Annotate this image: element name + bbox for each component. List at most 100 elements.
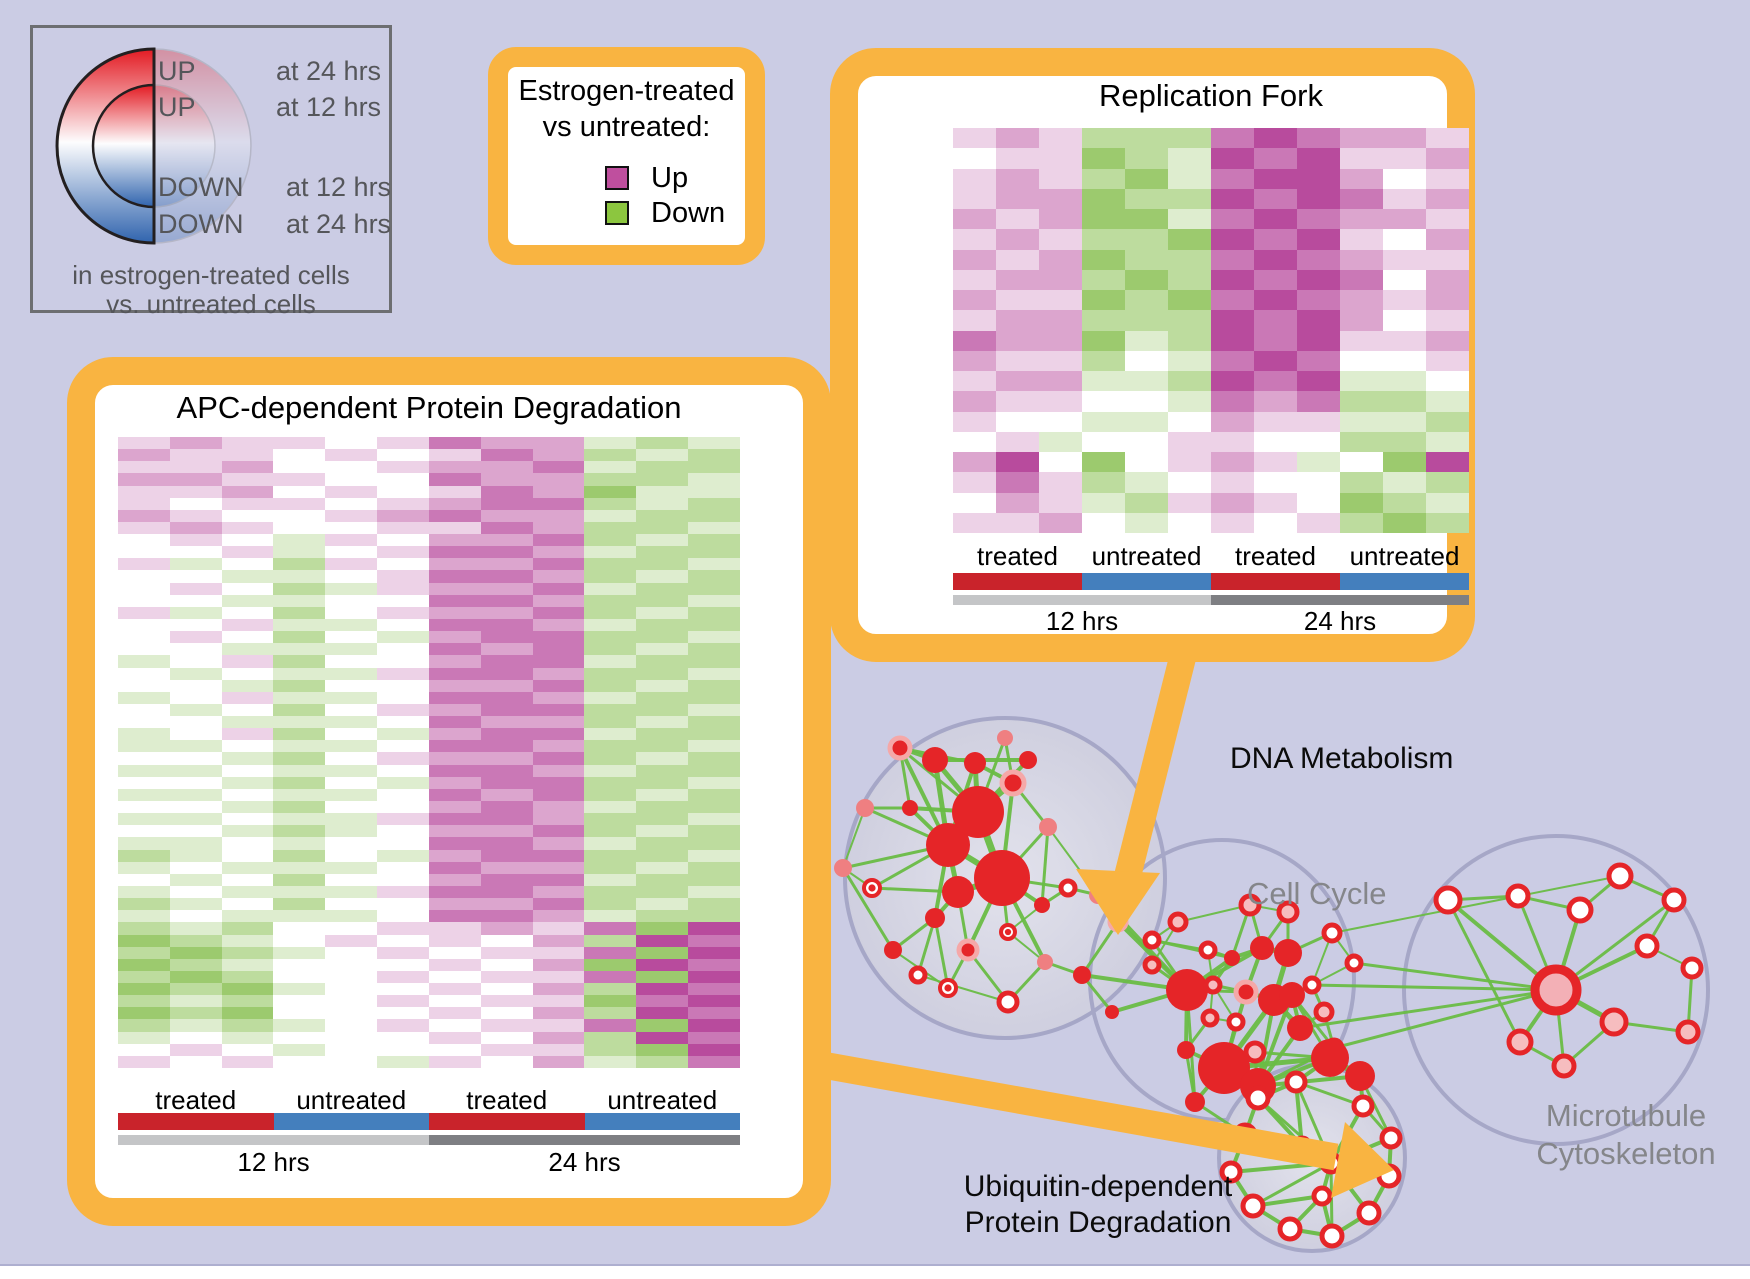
heatmap-cell <box>584 521 637 535</box>
heatmap-cell <box>953 452 996 473</box>
heatmap-cell <box>428 776 481 789</box>
heatmap-cell <box>636 570 689 583</box>
heatmap-cell <box>1168 209 1211 230</box>
heatmap-cell <box>273 509 326 522</box>
heatmap-cell <box>428 643 481 656</box>
heatmap-cell <box>1383 391 1426 412</box>
heatmap-cell <box>688 825 740 838</box>
heatmap-cell <box>953 188 996 209</box>
heatmap-cell <box>377 1043 429 1056</box>
time-label-12hrs: 12 hrs <box>237 1147 310 1177</box>
heatmap-cell <box>325 752 378 765</box>
network-edge <box>1299 988 1557 1030</box>
gene-node-pb <box>1530 964 1582 1016</box>
heatmap-cell <box>428 788 481 802</box>
heatmap-cell <box>953 431 996 452</box>
heatmap-cell <box>273 813 326 826</box>
heatmap-cell <box>169 910 222 923</box>
heatmap-cell <box>1254 128 1297 149</box>
gene-node-w <box>908 965 928 985</box>
heatmap-cell <box>1211 168 1254 189</box>
heatmap-cell <box>1082 350 1125 371</box>
heatmap-cell <box>1340 512 1383 533</box>
heatmap-cell <box>169 946 222 959</box>
gene-node-p <box>1167 911 1189 933</box>
heatmap-cell <box>325 558 378 571</box>
heatmap-cell <box>377 873 429 886</box>
heatmap-cell <box>377 849 429 862</box>
heatmap-cell <box>221 995 274 1008</box>
heatmap-cell <box>1297 249 1340 270</box>
heatmap-cell <box>480 570 533 583</box>
heatmap-cell <box>480 861 533 874</box>
network-edge <box>841 867 895 951</box>
heatmap-cell <box>1125 431 1168 452</box>
heatmap-cell <box>480 764 533 777</box>
heatmap-cell <box>688 497 740 510</box>
heatmap-cell <box>636 509 689 522</box>
heatmap-cell <box>221 861 274 874</box>
gene-node-s <box>1166 969 1208 1011</box>
heatmap-cell <box>532 691 585 704</box>
heatmap-cell <box>636 752 689 765</box>
heatmap-cell <box>118 437 170 450</box>
heatmap-cell <box>1426 512 1469 533</box>
heatmap-cell <box>428 728 481 741</box>
heatmap-cell <box>325 1031 378 1044</box>
heatmap-cell <box>1254 411 1297 432</box>
heatmap-cell <box>428 752 481 765</box>
heatmap-cell <box>688 995 740 1008</box>
group-label-treated-12: treated <box>977 541 1058 571</box>
gene-node-s <box>926 823 970 867</box>
heatmap-cell <box>1340 431 1383 452</box>
heatmap-cell <box>636 764 689 777</box>
heatmap-cell <box>377 825 429 838</box>
gene-node-s <box>1019 751 1037 769</box>
heatmap-cell <box>1125 512 1168 533</box>
heatmap-cell <box>996 209 1039 230</box>
heatmap-cell <box>273 934 326 947</box>
heatmap-cell <box>532 1031 585 1044</box>
heatmap-cell <box>1082 512 1125 533</box>
heatmap-cell <box>1039 391 1082 412</box>
heatmap-cell <box>1125 350 1168 371</box>
gene-node-p <box>1599 1007 1629 1037</box>
heatmap-cell <box>325 813 378 826</box>
heatmap-cell <box>1254 371 1297 392</box>
network-edge <box>1333 988 1557 1050</box>
heatmap-cell <box>169 995 222 1008</box>
cluster-microtubule-cytoskeleton <box>1402 834 1710 1146</box>
heatmap-cell <box>377 898 429 911</box>
heatmap-cell <box>636 643 689 656</box>
heatmap-cell <box>1082 452 1125 473</box>
heatmap-cell <box>1082 229 1125 250</box>
heatmap-cell <box>1254 249 1297 270</box>
heatmap-cell <box>221 740 274 753</box>
heatmap-cell <box>273 1055 326 1068</box>
heatmap-cell <box>118 716 170 729</box>
heatmap-cell <box>1039 371 1082 392</box>
heatmap-cell <box>1340 269 1383 290</box>
heatmap-cell <box>377 861 429 874</box>
heatmap-cell <box>1383 148 1426 169</box>
gene-node-w <box>1566 896 1594 924</box>
heatmap-cell <box>1254 269 1297 290</box>
gene-node-s <box>942 876 974 908</box>
heatmap-cell <box>584 788 637 802</box>
heatmap-cell <box>428 716 481 729</box>
heatmap-cell <box>636 631 689 644</box>
heatmap-cell <box>636 776 689 789</box>
heatmap-cell <box>273 1007 326 1020</box>
heatmap-cell <box>532 1007 585 1020</box>
heatmap-cell <box>1125 310 1168 331</box>
heatmap-cell <box>221 703 274 717</box>
heatmap-cell <box>584 437 637 450</box>
group-label-treated-24: treated <box>1235 541 1316 571</box>
heatmap-cell <box>325 837 378 850</box>
heatmap-cell <box>1383 229 1426 250</box>
heatmap-cell <box>428 801 481 814</box>
heatmap-cell <box>1039 269 1082 290</box>
gene-node-w <box>1240 1193 1266 1219</box>
heatmap-cell <box>636 922 689 935</box>
heatmap-cell <box>169 970 222 984</box>
